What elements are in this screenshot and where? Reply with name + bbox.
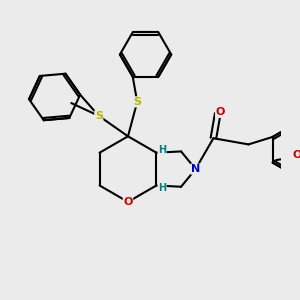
Text: O: O [293, 150, 300, 160]
Text: N: N [191, 164, 200, 174]
Text: H: H [158, 183, 166, 193]
Text: S: S [133, 97, 141, 107]
Text: O: O [216, 107, 225, 117]
Text: H: H [158, 145, 166, 155]
Text: O: O [123, 197, 133, 207]
Text: S: S [95, 111, 103, 121]
